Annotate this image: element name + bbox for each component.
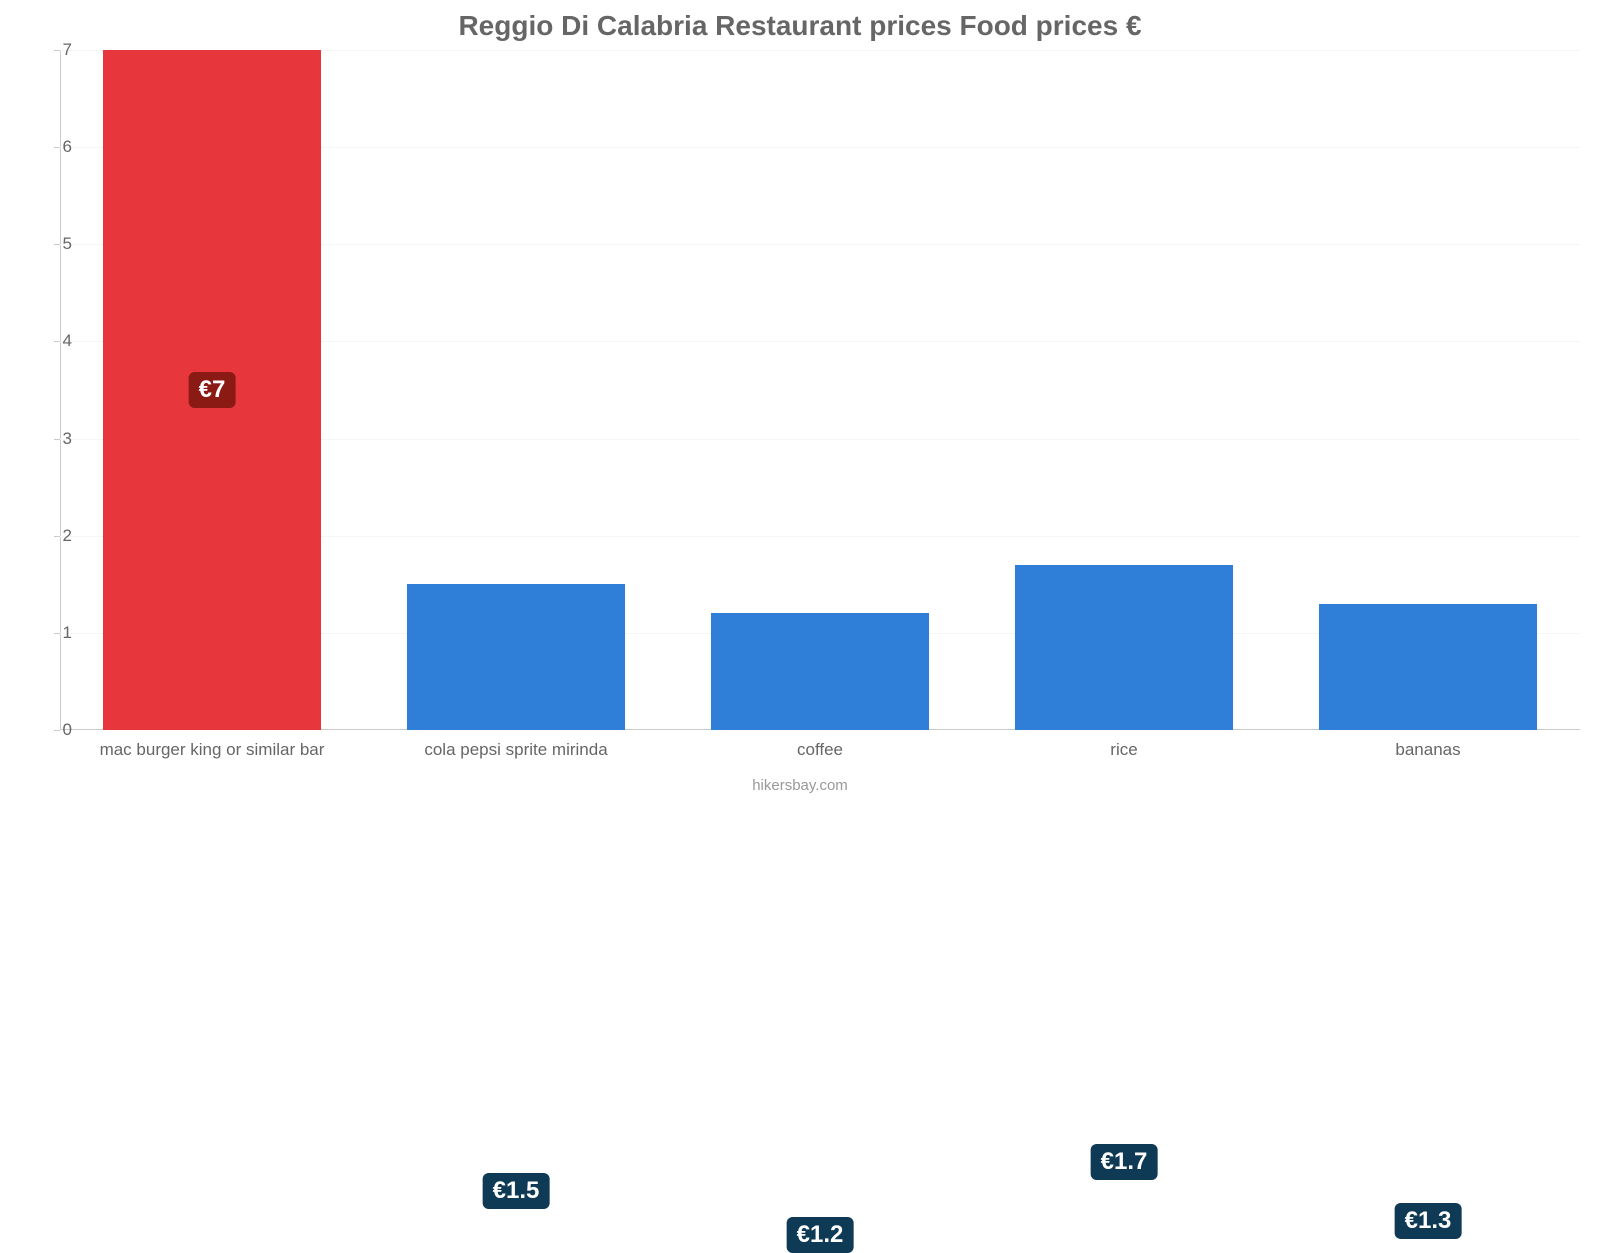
y-tick-label: 0 <box>32 720 72 740</box>
credit-text: hikersbay.com <box>0 777 1600 794</box>
y-tick-label: 2 <box>32 526 72 546</box>
y-tick-label: 4 <box>32 331 72 351</box>
bar-value-label: €1.5 <box>483 1173 550 1209</box>
y-tick-label: 6 <box>32 137 72 157</box>
y-tick-label: 3 <box>32 429 72 449</box>
bar: €7 <box>103 50 322 730</box>
x-tick-label: cola pepsi sprite mirinda <box>424 740 607 760</box>
x-tick-label: coffee <box>797 740 843 760</box>
bar: €1.7 <box>1015 565 1234 730</box>
bar: €1.3 <box>1319 604 1538 730</box>
chart-title: Reggio Di Calabria Restaurant prices Foo… <box>0 10 1600 42</box>
price-chart: Reggio Di Calabria Restaurant prices Foo… <box>0 0 1600 800</box>
y-tick-label: 5 <box>32 234 72 254</box>
y-tick-label: 7 <box>32 40 72 60</box>
x-tick-label: rice <box>1110 740 1137 760</box>
plot-area: €7 €1.5 €1.2 €1.7 €1.3 <box>60 50 1580 730</box>
bar-value-label: €1.2 <box>787 1217 854 1253</box>
bar: €1.2 <box>711 613 930 730</box>
bar-value-label: €1.3 <box>1395 1203 1462 1239</box>
x-tick-label: mac burger king or similar bar <box>100 740 325 760</box>
bar-value-label: €1.7 <box>1091 1144 1158 1180</box>
y-tick-label: 1 <box>32 623 72 643</box>
x-tick-label: bananas <box>1395 740 1460 760</box>
bar-value-label: €7 <box>189 372 236 408</box>
bar: €1.5 <box>407 584 626 730</box>
